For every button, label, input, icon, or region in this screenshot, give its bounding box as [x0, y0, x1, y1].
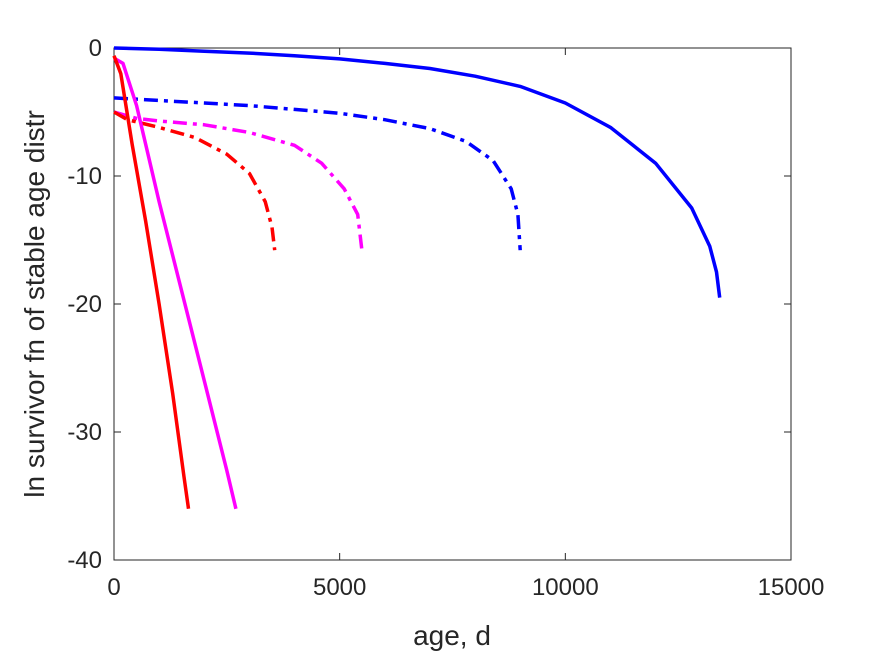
plot-area [113, 47, 792, 561]
y-tick-label: -20 [67, 291, 102, 318]
x-tick-label: 15000 [758, 574, 825, 601]
series-line-6 [112, 55, 191, 510]
x-tick-label: 5000 [313, 574, 366, 601]
x-axis-label: age, d [413, 620, 491, 651]
y-tick-label: -10 [67, 163, 102, 190]
series-line-4 [113, 110, 277, 251]
series-line-3 [113, 110, 364, 254]
y-tick-label: -30 [67, 419, 102, 446]
series-lines [112, 46, 722, 510]
series-line-5 [113, 56, 238, 510]
tick-labels: 0 5000 10000 15000 0 -10 -20 -30 -40 [67, 35, 824, 601]
x-tick-label: 0 [107, 574, 120, 601]
y-tick-label: -40 [67, 547, 102, 574]
x-tick-label: 10000 [532, 574, 599, 601]
series-line-2 [113, 96, 522, 251]
y-axis-label: ln survivor fn of stable age distr [19, 110, 50, 498]
series-line-1 [113, 46, 722, 298]
y-tick-label: 0 [89, 35, 102, 62]
